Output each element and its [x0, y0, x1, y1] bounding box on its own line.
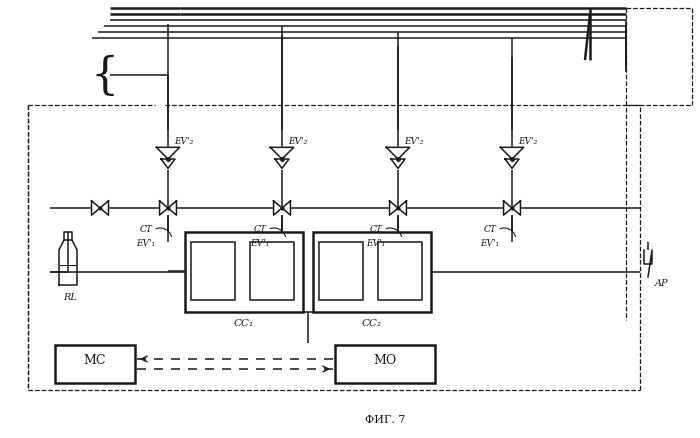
Text: МО: МО	[373, 354, 397, 367]
Polygon shape	[275, 159, 289, 168]
Text: RL: RL	[63, 293, 77, 303]
Bar	[191, 242, 235, 300]
Polygon shape	[100, 201, 108, 215]
Polygon shape	[503, 201, 512, 215]
Polygon shape	[500, 147, 524, 159]
Text: CT: CT	[370, 226, 382, 234]
Text: CT: CT	[484, 226, 496, 234]
Text: EV'₁: EV'₁	[136, 240, 155, 248]
Bar	[185, 232, 303, 312]
Text: EV'₂: EV'₂	[174, 138, 194, 146]
Polygon shape	[386, 147, 410, 159]
Bar	[55, 345, 135, 383]
Bar	[313, 232, 431, 312]
Text: EV'₂: EV'₂	[288, 138, 307, 146]
Text: CC₂: CC₂	[362, 319, 382, 328]
Polygon shape	[398, 201, 407, 215]
Polygon shape	[391, 159, 405, 168]
Text: ФИГ. 7: ФИГ. 7	[365, 415, 405, 425]
Text: CT: CT	[253, 226, 267, 234]
Text: EV'₁: EV'₁	[480, 240, 500, 248]
Polygon shape	[512, 201, 521, 215]
Text: EV'₂: EV'₂	[519, 138, 538, 146]
Text: {: {	[91, 55, 119, 98]
Bar	[250, 242, 294, 300]
Polygon shape	[389, 201, 398, 215]
Text: CT: CT	[139, 226, 153, 234]
Polygon shape	[274, 201, 282, 215]
Text: CC₁: CC₁	[234, 319, 254, 328]
Polygon shape	[160, 201, 168, 215]
Text: EV'₁: EV'₁	[251, 240, 270, 248]
Polygon shape	[505, 159, 519, 168]
Polygon shape	[92, 201, 100, 215]
Polygon shape	[168, 201, 176, 215]
Text: МС: МС	[84, 354, 106, 367]
Text: AP: AP	[655, 279, 668, 289]
Polygon shape	[282, 201, 290, 215]
Polygon shape	[161, 159, 175, 168]
Text: EV'₂: EV'₂	[405, 138, 424, 146]
Bar	[319, 242, 363, 300]
Polygon shape	[270, 147, 294, 159]
Text: EV'₁: EV'₁	[366, 240, 386, 248]
Bar	[335, 345, 435, 383]
Bar	[378, 242, 422, 300]
Polygon shape	[156, 147, 180, 159]
